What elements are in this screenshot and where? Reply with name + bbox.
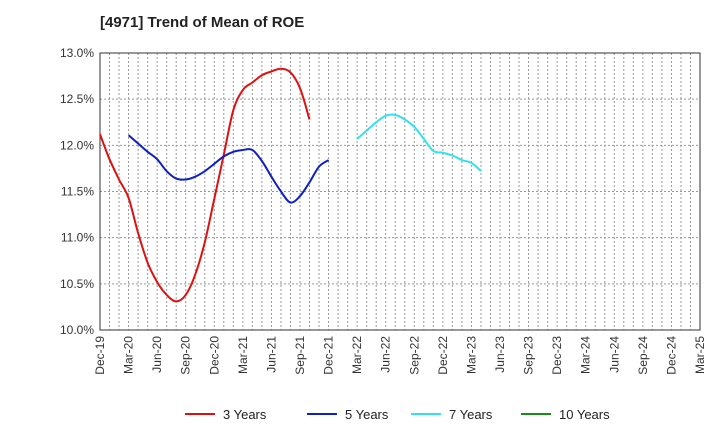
x-tick-label: Jun-20 [150, 336, 164, 373]
y-tick-label: 11.5% [61, 185, 94, 199]
x-tick-label: Dec-21 [322, 336, 336, 375]
x-tick-label: Sep-20 [179, 336, 193, 375]
legend-label: 5 Years [345, 407, 389, 422]
y-tick-label: 12.0% [60, 138, 94, 152]
x-tick-label: Jun-23 [493, 336, 507, 373]
x-tick-label: Dec-20 [207, 336, 221, 375]
x-tick-label: Dec-24 [664, 336, 678, 375]
legend-label: 10 Years [559, 407, 610, 422]
x-tick-label: Dec-23 [550, 336, 564, 375]
series-line-3-years [99, 67, 311, 303]
legend-label: 7 Years [449, 407, 493, 422]
x-tick-label: Sep-22 [407, 336, 421, 375]
x-axis-ticks: Dec-19 Mar-20 Jun-20 Sep-20 Dec-20 Mar-21 Jun-… [93, 336, 707, 375]
chart-title: [4971] Trend of Mean of ROE [100, 14, 305, 31]
y-tick-label: 13.0% [60, 46, 94, 60]
axis-frame [99, 52, 701, 331]
y-tick-label: 11.0% [61, 231, 94, 245]
y-tick-label: 10.0% [60, 323, 94, 337]
x-tick-label: Mar-22 [350, 336, 364, 374]
legend: 3 Years 5 Years 7 Years 10 Years [185, 407, 610, 422]
y-tick-label: 12.5% [60, 92, 94, 106]
plot-frame [99, 52, 701, 331]
x-tick-label: Mar-23 [464, 336, 478, 374]
x-tick-label: Sep-21 [293, 336, 307, 375]
x-tick-label: Jun-21 [264, 336, 278, 373]
x-tick-label: Sep-23 [522, 336, 536, 375]
series-lines [99, 67, 482, 303]
x-tick-label: Mar-21 [236, 336, 250, 374]
series-line-5-years [127, 134, 330, 204]
x-tick-label: Mar-20 [122, 336, 136, 374]
x-tick-label: Mar-24 [579, 336, 593, 374]
x-tick-label: Dec-22 [436, 336, 450, 375]
legend-label: 3 Years [223, 407, 267, 422]
grid-lines [100, 53, 700, 330]
x-tick-label: Dec-19 [93, 336, 107, 375]
x-tick-label: Jun-24 [607, 336, 621, 373]
series-line-7-years [356, 113, 482, 172]
x-tick-label: Sep-24 [636, 336, 650, 375]
y-axis-ticks: 10.0% 10.5% 11.0% 11.5% 12.0% 12.5% 13.0% [60, 46, 94, 337]
x-tick-label: Mar-25 [693, 336, 707, 374]
x-tick-label: Jun-22 [379, 336, 393, 373]
y-tick-label: 10.5% [60, 277, 94, 291]
